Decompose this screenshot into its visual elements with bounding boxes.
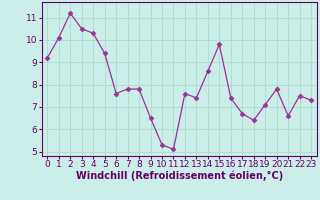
X-axis label: Windchill (Refroidissement éolien,°C): Windchill (Refroidissement éolien,°C) — [76, 171, 283, 181]
